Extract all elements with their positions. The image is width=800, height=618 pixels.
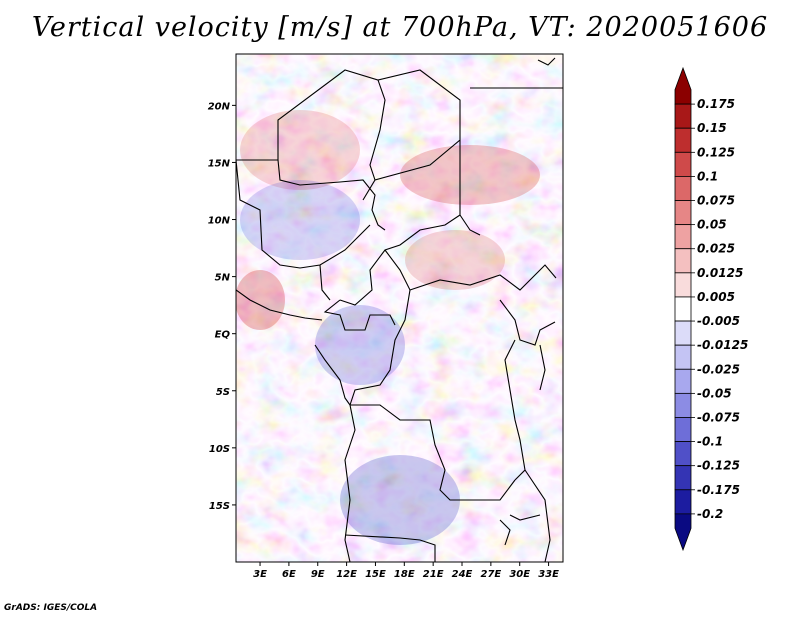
colorbar-label: 0.005 bbox=[697, 290, 735, 304]
vertical-velocity-field bbox=[236, 54, 563, 562]
colorbar-swatch bbox=[674, 489, 692, 515]
lat-tick-label: 10N bbox=[208, 216, 231, 227]
lat-tick-label: 15N bbox=[208, 158, 231, 169]
colorbar-label: -0.2 bbox=[697, 507, 723, 521]
country-boundaries bbox=[236, 57, 563, 562]
colorbar-swatch bbox=[674, 465, 692, 491]
colorbar-top-arrow bbox=[674, 66, 692, 105]
lon-tick-label: 33E bbox=[538, 569, 559, 580]
lon-tick-label: 3E bbox=[253, 569, 267, 580]
lon-tick-label: 24E bbox=[452, 569, 473, 580]
lat-tick-label: EQ bbox=[215, 330, 231, 341]
map-frame bbox=[235, 53, 564, 563]
colorbar-swatch bbox=[674, 103, 692, 129]
colorbar-label: -0.175 bbox=[697, 483, 740, 497]
lat-tick-label: 5S bbox=[216, 387, 230, 398]
colorbar-label: -0.125 bbox=[697, 459, 740, 473]
colorbar-swatch bbox=[674, 151, 692, 177]
colorbar-label: 0.175 bbox=[697, 97, 735, 111]
latitude-axis: 20N 15N 10N 5N EQ 5S 10S 15S bbox=[208, 101, 236, 512]
lon-tick-label: 9E bbox=[311, 569, 325, 580]
lon-tick-label: 30E bbox=[509, 569, 530, 580]
colorbar-swatch bbox=[674, 272, 692, 298]
colorbar-bottom-arrow bbox=[674, 513, 692, 552]
colorbar-label: -0.0125 bbox=[697, 338, 748, 352]
colorbar-label: 0.1 bbox=[697, 169, 718, 183]
colorbar: 0.175 0.15 0.125 0.1 0.075 0.05 0.025 0.0125 0.0… bbox=[674, 66, 748, 552]
lon-tick-label: 6E bbox=[282, 569, 296, 580]
colorbar-label: 0.125 bbox=[697, 145, 735, 159]
colorbar-label: -0.075 bbox=[697, 410, 740, 424]
colorbar-swatch bbox=[674, 344, 692, 370]
grads-credit: GrADS: IGES/COLA bbox=[4, 603, 98, 613]
lon-tick-label: 21E bbox=[423, 569, 444, 580]
colorbar-swatch bbox=[674, 200, 692, 226]
colorbar-label: 0.075 bbox=[697, 194, 735, 208]
colorbar-swatch bbox=[674, 417, 692, 442]
colorbar-swatch bbox=[674, 127, 692, 153]
colorbar-swatch bbox=[674, 176, 692, 201]
colorbar-label: -0.025 bbox=[697, 362, 740, 376]
lon-tick-label: 27E bbox=[480, 569, 501, 580]
lat-tick-label: 5N bbox=[215, 273, 231, 284]
lat-tick-label: 15S bbox=[209, 501, 230, 512]
colorbar-swatch bbox=[674, 320, 692, 346]
colorbar-label: 0.0125 bbox=[697, 266, 743, 280]
colorbar-swatch bbox=[674, 441, 692, 467]
longitude-axis: 3E 6E 9E 12E 15E 18E 21E 24E 27E 30E 33E bbox=[253, 562, 559, 580]
colorbar-label: 0.025 bbox=[697, 242, 735, 256]
lat-tick-label: 20N bbox=[208, 101, 231, 112]
lon-tick-label: 12E bbox=[336, 569, 357, 580]
colorbar-swatch bbox=[674, 224, 692, 250]
colorbar-label: -0.05 bbox=[697, 386, 732, 400]
colorbar-swatch bbox=[674, 368, 692, 394]
colorbar-swatch bbox=[674, 248, 692, 274]
lat-tick-label: 10S bbox=[209, 444, 230, 455]
lon-tick-label: 18E bbox=[394, 569, 415, 580]
colorbar-label: 0.15 bbox=[697, 121, 727, 135]
colorbar-label: 0.05 bbox=[697, 218, 727, 232]
colorbar-label: -0.1 bbox=[697, 435, 723, 449]
lon-tick-label: 15E bbox=[365, 569, 386, 580]
colorbar-swatch bbox=[674, 296, 692, 322]
colorbar-label: -0.005 bbox=[697, 314, 740, 328]
colorbar-swatch bbox=[674, 392, 692, 418]
chart-title: Vertical velocity [m/s] at 700hPa, VT: 2… bbox=[31, 12, 769, 43]
